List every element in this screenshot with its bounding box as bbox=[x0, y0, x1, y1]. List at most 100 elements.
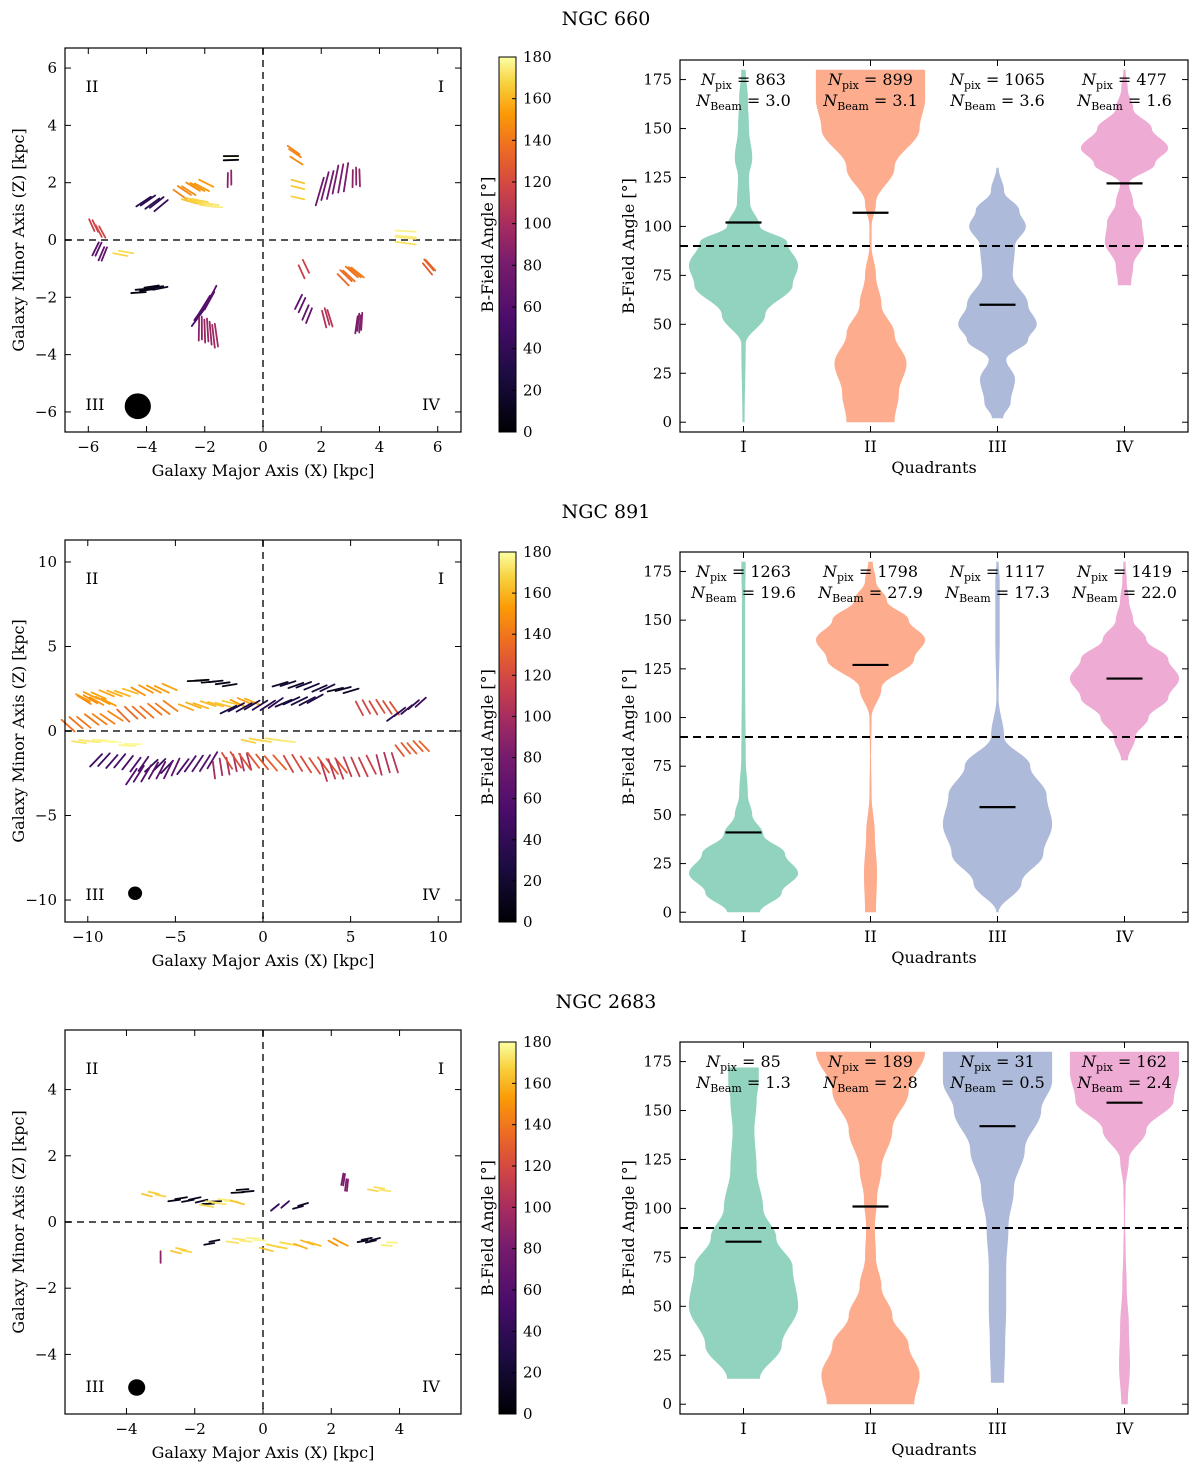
colorbar-gradient bbox=[498, 56, 517, 433]
b-field-vector bbox=[147, 702, 163, 716]
b-field-vector bbox=[346, 1178, 349, 1192]
b-field-vector bbox=[221, 699, 239, 706]
x-tick-label: 0 bbox=[258, 438, 268, 456]
b-field-vector bbox=[114, 689, 131, 698]
quadrant-label-III: III bbox=[86, 1377, 105, 1396]
colorbar-tick-label: 40 bbox=[523, 831, 542, 849]
violin-y-tick-label: 150 bbox=[643, 611, 672, 629]
b-field-vector bbox=[218, 757, 224, 777]
colorbar-tick-label: 100 bbox=[523, 215, 552, 233]
npix-annotation-IV: Npix = 1419 bbox=[1076, 562, 1172, 584]
colorbar-tick-label: 140 bbox=[523, 625, 552, 643]
quadrant-label-IV: IV bbox=[422, 395, 440, 414]
violin-frame bbox=[679, 59, 1189, 433]
b-field-vector bbox=[259, 699, 276, 712]
b-field-vector bbox=[211, 1201, 227, 1206]
nbeam-annotation-I: NBeam = 19.6 bbox=[690, 583, 796, 605]
npix-annotation-I: Npix = 1263 bbox=[695, 562, 791, 584]
b-field-vector bbox=[369, 1237, 381, 1242]
b-field-vector bbox=[406, 742, 418, 755]
colorbar-tick-label: 80 bbox=[523, 749, 542, 767]
violin-y-tick-label: 175 bbox=[643, 71, 672, 89]
b-field-vector bbox=[198, 294, 211, 314]
violin-y-tick-label: 25 bbox=[653, 364, 672, 382]
quadrant-label-I: I bbox=[438, 1059, 444, 1078]
b-field-vector bbox=[185, 181, 201, 192]
b-field-vector bbox=[358, 314, 362, 334]
b-field-vector bbox=[98, 225, 107, 239]
quadrant-label-III: III bbox=[86, 885, 105, 904]
b-field-vector bbox=[153, 199, 169, 213]
b-field-vector bbox=[358, 168, 361, 188]
b-field-vector bbox=[146, 684, 162, 694]
violin-x-tick-label: I bbox=[740, 437, 746, 456]
b-field-vector bbox=[90, 691, 107, 700]
x-tick-label: 4 bbox=[395, 1420, 405, 1438]
beam-ellipse bbox=[128, 1379, 146, 1396]
b-field-vector bbox=[393, 706, 407, 718]
b-field-vector bbox=[211, 760, 216, 780]
b-field-vector bbox=[167, 1198, 182, 1203]
b-field-vector bbox=[123, 705, 139, 720]
violin-I bbox=[688, 69, 799, 423]
b-field-vector bbox=[306, 1240, 322, 1247]
y-axis-label: Galaxy Minor Axis (Z) [kpc] bbox=[9, 1110, 28, 1333]
b-field-vector bbox=[208, 1238, 221, 1243]
b-field-vector bbox=[320, 171, 330, 201]
b-field-vector bbox=[170, 1249, 182, 1255]
b-field-vector bbox=[407, 699, 420, 711]
b-field-vector bbox=[85, 740, 101, 744]
b-field-vector bbox=[356, 1239, 369, 1243]
colorbar-tick-label: 20 bbox=[523, 381, 542, 399]
y-tick-label: 0 bbox=[47, 722, 57, 740]
b-field-vector bbox=[191, 754, 204, 773]
b-field-vector bbox=[342, 269, 356, 283]
nbeam-annotation-IV: NBeam = 1.6 bbox=[1076, 91, 1172, 113]
b-field-vector bbox=[113, 753, 127, 769]
b-field-vector bbox=[206, 284, 218, 305]
b-field-vector bbox=[314, 176, 325, 207]
b-field-vector bbox=[94, 224, 103, 238]
violin-y-tick-label: 175 bbox=[643, 1053, 672, 1071]
violin-y-axis-label: B-Field Angle [°] bbox=[619, 1160, 638, 1296]
b-field-vector bbox=[118, 249, 135, 255]
b-field-vector bbox=[365, 754, 377, 775]
violin-y-tick-label: 150 bbox=[643, 120, 672, 138]
b-field-vector bbox=[143, 284, 160, 289]
x-tick-label: −6 bbox=[77, 438, 99, 456]
npix-annotation-II: Npix = 1798 bbox=[822, 562, 918, 584]
violin-x-tick-label: II bbox=[864, 437, 877, 456]
b-field-vector bbox=[263, 755, 278, 772]
violin-II bbox=[815, 561, 926, 913]
b-field-vector bbox=[326, 170, 335, 200]
beam-ellipse bbox=[128, 886, 143, 901]
violin-y-tick-label: 75 bbox=[653, 757, 672, 775]
b-field-vector bbox=[225, 1240, 240, 1244]
colorbar-gradient bbox=[498, 551, 517, 923]
nbeam-annotation-I: NBeam = 1.3 bbox=[695, 1073, 791, 1095]
b-field-vector bbox=[350, 756, 361, 778]
colorbar-tick-label: 0 bbox=[523, 1405, 533, 1423]
b-field-vector bbox=[135, 195, 152, 208]
b-field-vector bbox=[232, 1237, 246, 1241]
b-field-vector bbox=[161, 682, 178, 692]
b-field-vector bbox=[112, 252, 129, 257]
x-tick-label: −10 bbox=[72, 928, 104, 946]
b-field-vector bbox=[240, 738, 257, 744]
nbeam-annotation-II: NBeam = 27.9 bbox=[817, 583, 923, 605]
violin-y-tick-label: 25 bbox=[653, 1346, 672, 1364]
b-field-vector bbox=[152, 285, 169, 291]
b-field-vector bbox=[383, 751, 391, 774]
y-tick-label: 0 bbox=[47, 231, 57, 249]
x-tick-label: 10 bbox=[429, 928, 448, 946]
b-field-vector bbox=[240, 1190, 255, 1194]
b-field-vector bbox=[356, 312, 361, 332]
b-field-vector bbox=[181, 1198, 195, 1203]
b-field-vector bbox=[323, 307, 331, 326]
b-field-vector bbox=[412, 740, 424, 753]
b-field-vector bbox=[380, 1244, 393, 1247]
b-field-vector bbox=[130, 686, 146, 697]
b-field-vector bbox=[282, 696, 301, 706]
